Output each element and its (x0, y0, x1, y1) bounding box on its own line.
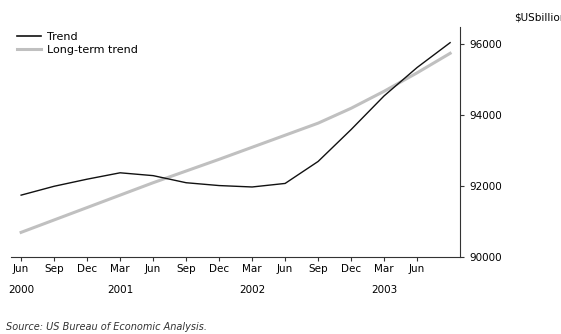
Text: 2000: 2000 (8, 285, 34, 295)
Text: Source: US Bureau of Economic Analysis.: Source: US Bureau of Economic Analysis. (6, 322, 206, 332)
Y-axis label: $USbillion: $USbillion (514, 12, 561, 22)
Text: 2003: 2003 (371, 285, 397, 295)
Legend: Trend, Long-term trend: Trend, Long-term trend (17, 32, 137, 55)
Text: 2001: 2001 (107, 285, 134, 295)
Text: 2002: 2002 (239, 285, 265, 295)
